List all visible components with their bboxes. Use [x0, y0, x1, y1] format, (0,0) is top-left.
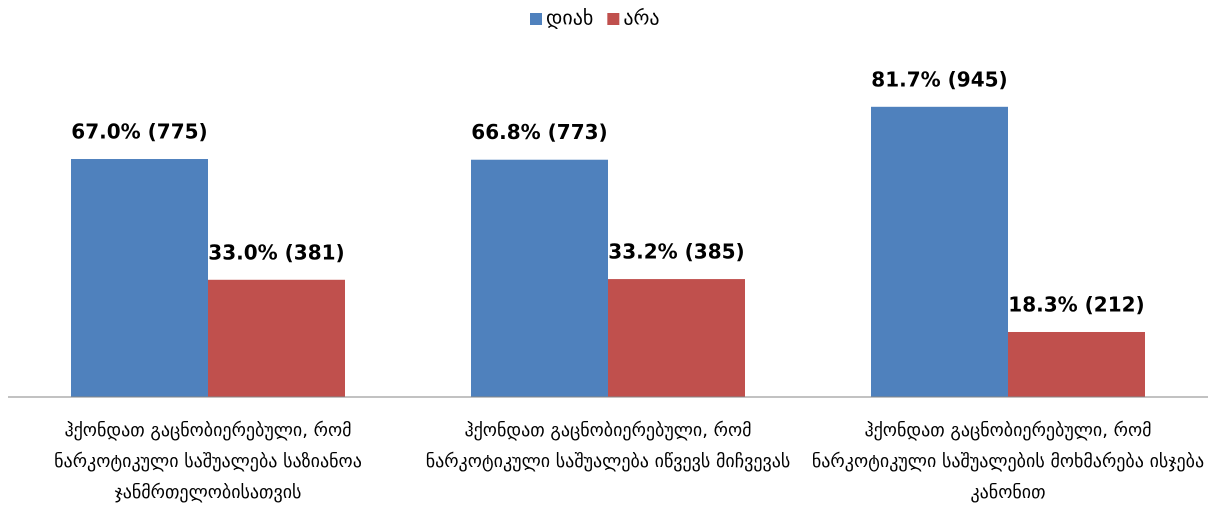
data-label: 33.0% (381) — [208, 240, 344, 264]
bar — [208, 279, 345, 397]
bar — [71, 159, 208, 397]
bar — [1008, 331, 1145, 397]
legend-swatch — [607, 13, 620, 25]
data-label: 81.7% (945) — [871, 67, 1007, 91]
bar — [871, 106, 1008, 397]
data-label: 66.8% (773) — [471, 120, 607, 144]
data-label: 18.3% (212) — [1008, 292, 1144, 316]
bar — [471, 159, 608, 397]
legend-label: არა — [623, 6, 659, 30]
x-tick-label: ჰქონდათ გაცნობიერებული, რომ ნარკოტიკული … — [425, 420, 791, 472]
bar — [608, 279, 745, 397]
legend-swatch — [530, 13, 542, 25]
x-tick-label: ჰქონდათ გაცნობიერებული, რომ ნარკოტიკული … — [54, 420, 362, 503]
data-label: 67.0% (775) — [71, 120, 207, 144]
data-label: 33.2% (385) — [608, 240, 744, 264]
legend-label: დიახ — [546, 6, 593, 30]
x-tick-label: ჰქონდათ გაცნობიერებული, რომ ნარკოტიკული … — [811, 420, 1205, 503]
